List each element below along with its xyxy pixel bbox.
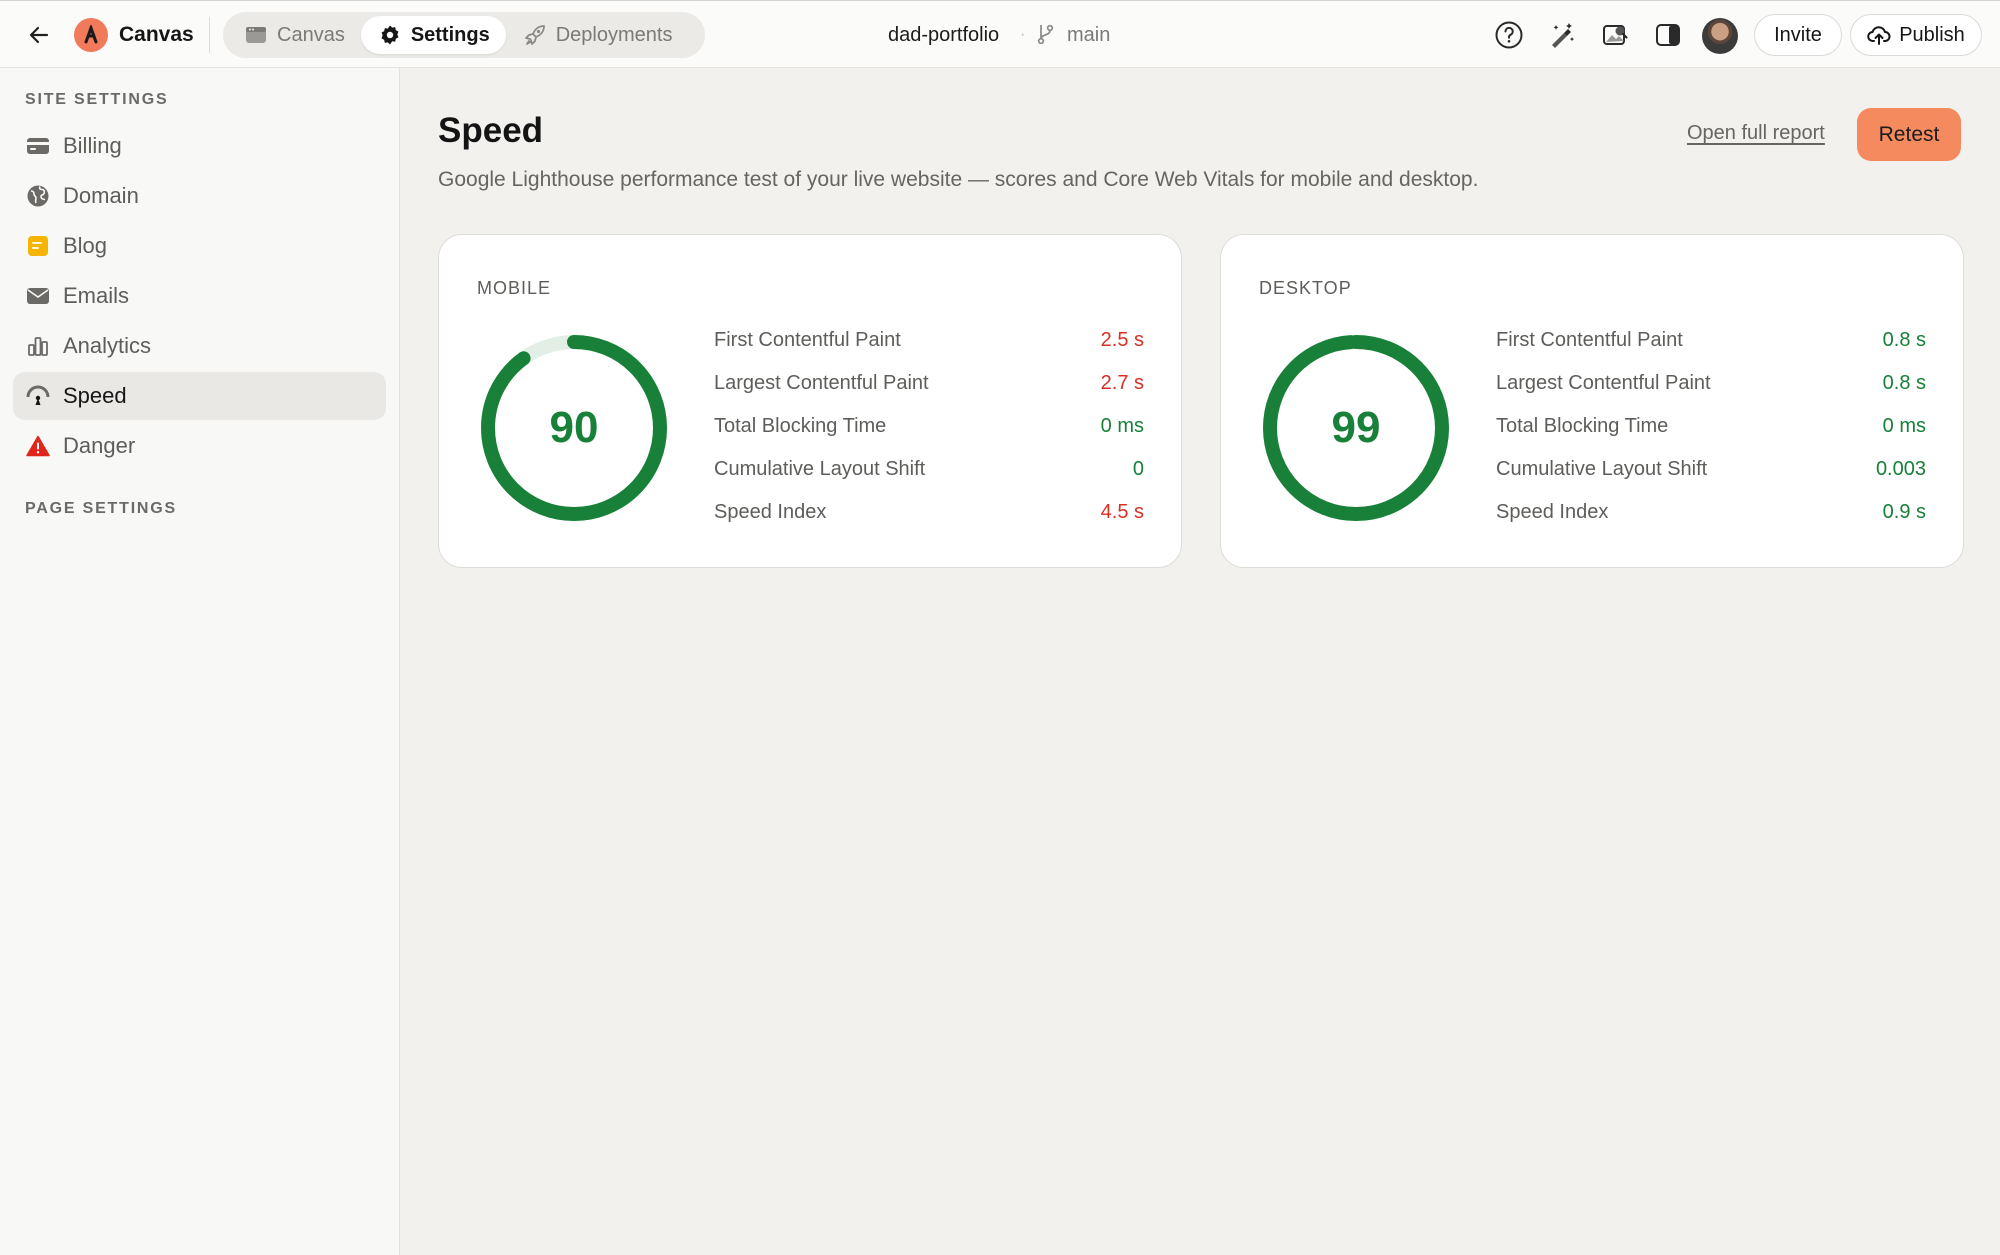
score-gauge	[481, 335, 667, 521]
sidebar-item-analytics[interactable]: Analytics	[13, 322, 386, 370]
metric-name: Largest Contentful Paint	[714, 372, 929, 394]
metric-value: 0	[1132, 458, 1144, 480]
metric-name: Total Blocking Time	[714, 415, 887, 437]
metric-name: First Contentful Paint	[1496, 329, 1683, 351]
tab-canvas[interactable]: Canvas	[227, 16, 361, 54]
note-icon	[25, 233, 51, 259]
app-title: Canvas	[119, 23, 194, 46]
metric-name: Cumulative Layout Shift	[714, 458, 926, 480]
page-settings-heading: PAGE SETTINGS	[25, 500, 178, 517]
sidebar-item-label: Domain	[63, 183, 139, 208]
rocket-icon	[524, 24, 546, 46]
metrics-list: First Contentful Paint 2.5 s Largest Con…	[714, 319, 1144, 534]
magic-brush-icon[interactable]	[1545, 18, 1579, 52]
divider	[209, 17, 210, 53]
metric-row: Cumulative Layout Shift 0	[714, 448, 1144, 491]
metric-value: 0 ms	[1882, 415, 1926, 437]
sidebar-item-blog[interactable]: Blog	[13, 222, 386, 270]
metric-row: First Contentful Paint 0.8 s	[1496, 319, 1926, 362]
sidebar-item-label: Blog	[63, 233, 108, 258]
warning-icon	[25, 433, 51, 459]
sidebar-toggle-icon[interactable]	[1651, 18, 1685, 52]
bar-chart-icon	[25, 333, 51, 359]
metric-name: Total Blocking Time	[1496, 415, 1669, 437]
sidebar-item-label: Speed	[63, 383, 127, 408]
gear-icon	[379, 24, 401, 46]
metric-value: 0 ms	[1100, 415, 1144, 437]
site-settings-heading: SITE SETTINGS	[25, 91, 169, 108]
tab-label: Settings	[410, 23, 490, 46]
page-title: Speed	[438, 111, 544, 150]
page-description: Google Lighthouse performance test of yo…	[438, 168, 1479, 191]
metric-name: Speed Index	[1496, 501, 1609, 523]
browser-window-icon	[245, 24, 267, 46]
sidebar-item-billing[interactable]: Billing	[13, 122, 386, 170]
tab-settings[interactable]: Settings	[360, 16, 506, 54]
metric-row: Largest Contentful Paint 0.8 s	[1496, 362, 1926, 405]
desktop-score-card: DESKTOP 99 First Contentful Paint 0.8 s …	[1220, 234, 1964, 568]
metric-row: Speed Index 0.9 s	[1496, 491, 1926, 534]
globe-icon	[25, 183, 51, 209]
metric-value: 2.7 s	[1100, 372, 1144, 394]
back-arrow-icon[interactable]	[22, 19, 56, 51]
metric-value: 0.9 s	[1882, 501, 1926, 523]
sidebar-item-label: Emails	[63, 283, 130, 308]
metric-value: 4.5 s	[1100, 501, 1144, 523]
sidebar-item-label: Danger	[63, 433, 136, 458]
sidebar-item-label: Analytics	[63, 333, 152, 358]
settings-sidebar: SITE SETTINGS Billing Domain Blog Emails…	[0, 68, 400, 1255]
metrics-list: First Contentful Paint 0.8 s Largest Con…	[1496, 319, 1926, 534]
tab-deployments[interactable]: Deployments	[506, 16, 689, 54]
branch-name[interactable]: main	[1067, 24, 1111, 46]
metric-value: 0.8 s	[1882, 329, 1926, 351]
speedometer-icon	[25, 383, 51, 409]
metric-row: Total Blocking Time 0 ms	[1496, 405, 1926, 448]
publish-label: Publish	[1899, 23, 1965, 46]
metric-value: 2.5 s	[1100, 329, 1144, 351]
mobile-score-card: MOBILE 90 First Contentful Paint 2.5 s L…	[438, 234, 1182, 568]
app-logo[interactable]	[74, 18, 108, 52]
gauge-arc	[1263, 335, 1449, 521]
publish-button[interactable]: Publish	[1850, 14, 1982, 56]
tab-label: Deployments	[555, 23, 673, 46]
card-label: MOBILE	[477, 278, 552, 298]
card-label: DESKTOP	[1259, 278, 1352, 298]
metric-row: Speed Index 4.5 s	[714, 491, 1144, 534]
retest-button[interactable]: Retest	[1857, 108, 1961, 161]
performance-score: 99	[1331, 403, 1381, 452]
metric-name: First Contentful Paint	[714, 329, 901, 351]
open-full-report-link[interactable]: Open full report	[1687, 122, 1825, 144]
envelope-icon	[25, 283, 51, 309]
top-bar: Canvas Canvas Settings Deployments dad-p…	[0, 0, 2000, 68]
metric-name: Speed Index	[714, 501, 827, 523]
sidebar-item-label: Billing	[63, 133, 122, 158]
image-search-icon[interactable]	[1598, 18, 1632, 52]
help-icon[interactable]	[1492, 18, 1526, 52]
project-name[interactable]: dad-portfolio	[888, 24, 1000, 46]
separator-dot: ·	[1020, 26, 1026, 43]
tab-label: Canvas	[277, 23, 345, 46]
metric-row: Cumulative Layout Shift 0.003	[1496, 448, 1926, 491]
git-branch-icon	[1035, 23, 1057, 45]
metric-row: First Contentful Paint 2.5 s	[714, 319, 1144, 362]
sidebar-item-danger[interactable]: Danger	[13, 422, 386, 470]
metric-name: Largest Contentful Paint	[1496, 372, 1711, 394]
cloud-upload-icon	[1867, 24, 1891, 46]
metric-row: Largest Contentful Paint 2.7 s	[714, 362, 1144, 405]
sidebar-item-speed[interactable]: Speed	[13, 372, 386, 420]
credit-card-icon	[25, 133, 51, 159]
metric-name: Cumulative Layout Shift	[1496, 458, 1708, 480]
performance-score: 90	[549, 403, 599, 452]
metric-value: 0.8 s	[1882, 372, 1926, 394]
user-avatar[interactable]	[1702, 18, 1738, 54]
view-tabs: Canvas Settings Deployments	[223, 12, 705, 58]
sidebar-item-emails[interactable]: Emails	[13, 272, 386, 320]
metric-row: Total Blocking Time 0 ms	[714, 405, 1144, 448]
metric-value: 0.003	[1875, 458, 1926, 480]
invite-button[interactable]: Invite	[1754, 14, 1842, 56]
sidebar-item-domain[interactable]: Domain	[13, 172, 386, 220]
gauge-arc	[481, 335, 667, 521]
score-gauge	[1263, 335, 1449, 521]
